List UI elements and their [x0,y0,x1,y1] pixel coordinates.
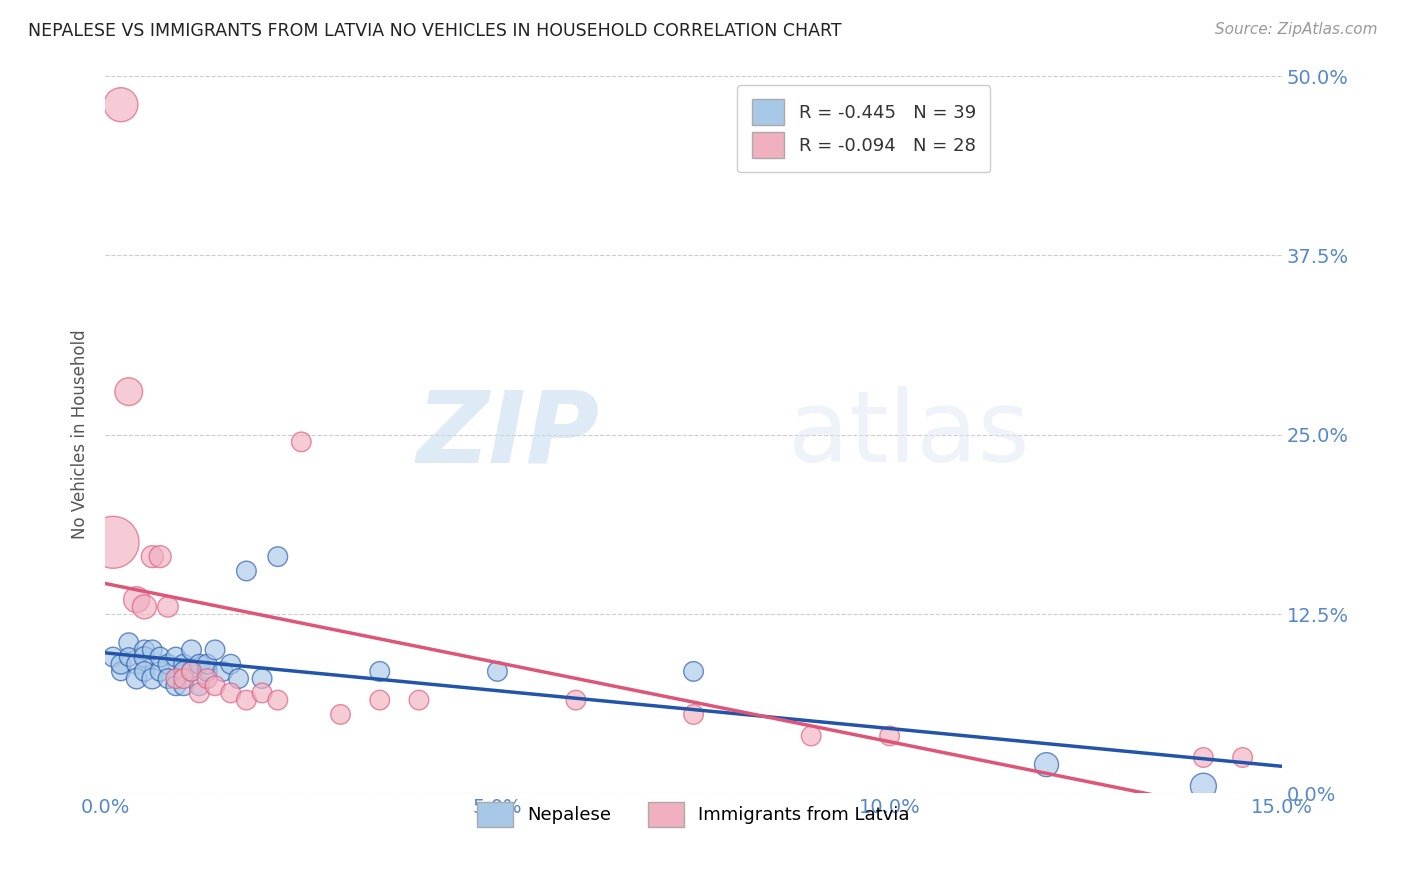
Point [180,665,202,679]
Y-axis label: No Vehicles in Household: No Vehicles in Household [72,330,89,540]
Text: NEPALESE VS IMMIGRANTS FROM LATVIA NO VEHICLES IN HOUSEHOLD CORRELATION CHART: NEPALESE VS IMMIGRANTS FROM LATVIA NO VE… [28,22,842,40]
Text: Source: ZipAtlas.com: Source: ZipAtlas.com [1215,22,1378,37]
Point [682,707,704,722]
Point [173,665,195,679]
Point [156,672,179,686]
Point [290,434,312,449]
Point [250,672,273,686]
Point [204,643,226,657]
Point [134,643,156,657]
Point [134,665,156,679]
Point [219,657,242,672]
Point [165,650,187,665]
Point [228,672,250,686]
Point [118,650,141,665]
Point [1192,779,1215,793]
Point [879,729,901,743]
Point [165,672,187,686]
Point [173,672,195,686]
Point [188,657,211,672]
Point [149,549,172,564]
Point [682,665,704,679]
Point [204,679,226,693]
Point [101,650,124,665]
Point [565,693,588,707]
Point [1035,757,1057,772]
Point [125,592,148,607]
Text: atlas: atlas [787,386,1029,483]
Point [118,384,141,399]
Point [180,643,202,657]
Legend: Nepalese, Immigrants from Latvia: Nepalese, Immigrants from Latvia [470,795,917,835]
Point [250,686,273,700]
Point [180,665,202,679]
Point [141,672,163,686]
Point [235,564,257,578]
Point [156,657,179,672]
Point [134,650,156,665]
Point [267,693,290,707]
Point [329,707,352,722]
Point [188,679,211,693]
Point [125,672,148,686]
Point [149,665,172,679]
Point [165,679,187,693]
Point [134,599,156,614]
Point [267,549,290,564]
Point [149,650,172,665]
Point [110,665,132,679]
Point [156,599,179,614]
Point [195,657,218,672]
Point [118,636,141,650]
Point [173,679,195,693]
Point [195,672,218,686]
Point [408,693,430,707]
Point [368,665,391,679]
Point [219,686,242,700]
Point [1192,750,1215,764]
Point [368,693,391,707]
Text: ZIP: ZIP [416,386,599,483]
Point [1232,750,1254,764]
Point [235,693,257,707]
Point [173,657,195,672]
Point [212,665,235,679]
Point [486,665,509,679]
Point [125,657,148,672]
Point [141,549,163,564]
Point [195,665,218,679]
Point [110,657,132,672]
Point [188,686,211,700]
Point [110,97,132,112]
Point [101,535,124,549]
Point [800,729,823,743]
Point [141,643,163,657]
